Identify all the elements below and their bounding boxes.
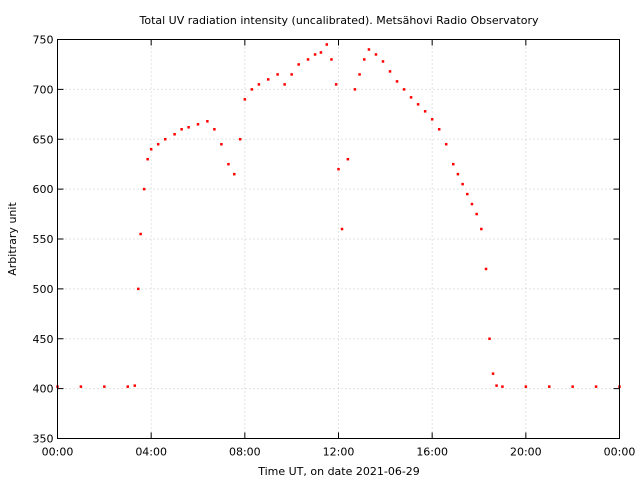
- data-point: [206, 120, 209, 123]
- data-point: [484, 267, 488, 271]
- y-tick-label: 650: [33, 133, 54, 146]
- data-point: [488, 337, 491, 340]
- data-point: [267, 78, 270, 81]
- data-point: [238, 138, 242, 141]
- data-point: [142, 187, 146, 191]
- x-tick-label: 16:00: [416, 446, 448, 459]
- data-point: [233, 172, 236, 176]
- data-point: [283, 83, 286, 86]
- x-tick-label: 12:00: [323, 446, 355, 459]
- data-point: [491, 372, 495, 375]
- y-tick-label: 500: [33, 283, 54, 296]
- data-point: [444, 142, 448, 146]
- data-point: [475, 212, 478, 216]
- data-point: [139, 232, 142, 236]
- data-point: [156, 142, 160, 146]
- data-point: [340, 227, 344, 231]
- data-point: [594, 385, 598, 388]
- y-axis-label: Arbitrary unit: [6, 202, 19, 276]
- y-tick-label: 600: [33, 183, 54, 196]
- data-point: [137, 287, 140, 291]
- data-point: [196, 123, 200, 126]
- data-point: [470, 202, 474, 206]
- data-point: [250, 88, 254, 91]
- y-tick-label: 400: [33, 383, 54, 396]
- data-point: [423, 110, 427, 113]
- data-point: [374, 53, 378, 56]
- data-point: [243, 98, 247, 101]
- data-point: [524, 385, 528, 388]
- chart-title: Total UV radiation intensity (uncalibrat…: [139, 14, 539, 27]
- y-tick-label: 700: [33, 83, 54, 96]
- data-point: [456, 172, 460, 176]
- x-tick-label: 08:00: [229, 446, 261, 459]
- data-point: [173, 133, 176, 136]
- data-points: [56, 43, 621, 388]
- data-point: [388, 70, 392, 73]
- data-point: [402, 88, 406, 91]
- data-point: [133, 384, 137, 387]
- data-point: [451, 162, 455, 166]
- data-point: [548, 385, 551, 388]
- x-axis: 00:00 04:00 08:00 12:00 16:00 20:00 00:00: [42, 39, 636, 459]
- data-point: [466, 192, 469, 196]
- data-point: [501, 385, 504, 388]
- data-point: [337, 167, 340, 171]
- data-point: [276, 73, 279, 76]
- y-tick-label: 550: [33, 233, 54, 246]
- data-point: [495, 384, 498, 387]
- x-tick-label: 00:00: [604, 446, 636, 459]
- data-point: [79, 385, 83, 388]
- y-axis: 350 400 450 500 550 600 650 700 750: [33, 34, 620, 446]
- data-point: [334, 83, 338, 86]
- data-point: [149, 147, 153, 151]
- x-tick-label: 20:00: [510, 446, 542, 459]
- data-point: [330, 58, 333, 61]
- data-point: [353, 88, 357, 91]
- data-point: [363, 58, 366, 61]
- data-point: [416, 103, 420, 106]
- data-point: [325, 43, 329, 46]
- data-point: [213, 128, 216, 131]
- data-point: [187, 126, 190, 129]
- data-point: [346, 157, 350, 161]
- data-point: [297, 63, 300, 66]
- x-tick-label: 04:00: [135, 446, 167, 459]
- data-point: [381, 60, 385, 63]
- data-point: [461, 182, 464, 186]
- y-tick-label: 450: [33, 333, 54, 346]
- y-tick-label: 350: [33, 433, 54, 446]
- grid: [57, 39, 620, 439]
- data-point: [480, 227, 483, 231]
- data-point: [358, 73, 361, 76]
- data-point: [220, 142, 223, 146]
- data-point: [126, 385, 129, 388]
- data-point: [180, 128, 183, 131]
- data-point: [163, 138, 167, 141]
- data-point: [409, 96, 413, 99]
- data-point: [319, 51, 323, 54]
- data-point: [257, 83, 261, 86]
- data-point: [227, 162, 230, 166]
- data-point: [430, 118, 434, 121]
- y-tick-label: 750: [33, 34, 54, 47]
- x-axis-label: Time UT, on date 2021-06-29: [257, 465, 420, 478]
- x-tick-label: 00:00: [42, 446, 74, 459]
- data-point: [146, 157, 149, 161]
- data-point: [103, 385, 106, 388]
- data-point: [313, 53, 317, 56]
- data-point: [367, 48, 371, 51]
- data-point: [395, 80, 399, 83]
- data-point: [290, 73, 293, 76]
- data-point: [437, 128, 441, 131]
- data-point: [571, 385, 574, 388]
- data-point: [306, 58, 310, 61]
